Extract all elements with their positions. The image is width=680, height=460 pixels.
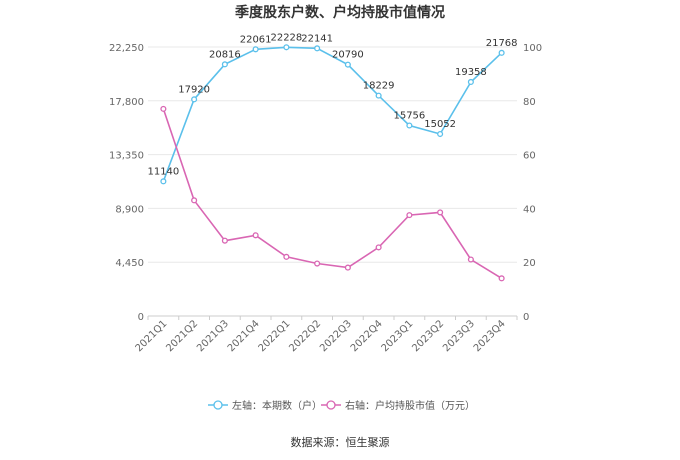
- data-point: [283, 253, 290, 260]
- data-label: 19358: [455, 67, 487, 78]
- data-label: 22228: [270, 32, 302, 43]
- data-label: 22141: [301, 33, 333, 44]
- left-tick-label: 4,450: [115, 258, 144, 269]
- chart-title: 季度股东户数、户均持股市值情况: [234, 4, 445, 21]
- series-line-2: [162, 108, 503, 279]
- x-tick-label: 2022Q2: [287, 318, 323, 354]
- data-label: 20790: [332, 50, 364, 61]
- data-point: [252, 46, 259, 53]
- data-label: 15756: [393, 111, 425, 122]
- right-tick-label: 20: [523, 258, 536, 269]
- data-point: [314, 260, 321, 267]
- data-point: [160, 178, 167, 185]
- data-label: 11140: [147, 166, 179, 177]
- data-point: [498, 275, 505, 282]
- data-point: [221, 61, 228, 68]
- data-label: 21768: [486, 38, 518, 49]
- right-tick-label: 60: [523, 151, 536, 162]
- legend-label: 右轴：户均持股市值（万元）: [345, 399, 475, 412]
- right-tick-label: 40: [523, 204, 536, 215]
- data-point: [252, 232, 259, 239]
- x-tick-label: 2021Q4: [226, 318, 262, 354]
- series-line-1: [162, 46, 503, 182]
- data-point: [437, 130, 444, 138]
- data-point: [406, 122, 413, 129]
- data-point: [344, 61, 351, 68]
- legend[interactable]: 左轴：本期数（户） 右轴：户均持股市值（万元）: [208, 399, 475, 412]
- x-tick-label: 2021Q1: [134, 318, 170, 354]
- data-point: [283, 44, 290, 51]
- legend-swatch-marker: [213, 400, 223, 410]
- data-label: 15052: [424, 119, 456, 130]
- legend-item-1[interactable]: 左轴：本期数（户）: [208, 399, 322, 412]
- x-axis: 2021Q12021Q22021Q32021Q42022Q12022Q22022…: [134, 316, 518, 354]
- data-label: 18229: [363, 81, 395, 92]
- left-axis: 0 4,450 8,900 13,350 17,800 22,250: [109, 43, 144, 323]
- left-tick-label: 0: [138, 312, 144, 323]
- x-tick-label: 2023Q2: [410, 318, 446, 354]
- legend-label: 左轴：本期数（户）: [232, 399, 322, 412]
- x-tick-label: 2022Q4: [349, 318, 385, 354]
- right-tick-label: 100: [523, 43, 542, 54]
- data-point: [375, 244, 382, 251]
- data-label: 17920: [178, 84, 210, 95]
- left-tick-label: 22,250: [109, 43, 144, 54]
- x-tick-label: 2021Q3: [195, 318, 231, 354]
- data-point: [498, 49, 505, 56]
- x-tick-label: 2022Q1: [257, 318, 293, 354]
- data-point: [375, 92, 382, 99]
- left-tick-label: 17,800: [109, 97, 144, 108]
- left-tick-label: 8,900: [115, 204, 144, 215]
- data-point: [467, 256, 474, 263]
- data-point: [314, 45, 321, 52]
- x-tick-label: 2022Q3: [318, 318, 354, 354]
- data-point: [406, 212, 413, 219]
- data-point: [160, 105, 167, 112]
- right-axis: 0 20 40 60 80 100: [523, 43, 542, 323]
- legend-item-2[interactable]: 右轴：户均持股市值（万元）: [321, 399, 475, 412]
- x-tick-label: 2023Q1: [380, 318, 416, 354]
- x-tick-label: 2023Q4: [472, 318, 508, 354]
- legend-swatch-marker: [326, 400, 336, 410]
- x-tick-label: 2021Q2: [164, 318, 200, 354]
- data-point: [191, 96, 198, 103]
- data-point: [344, 264, 351, 271]
- data-point: [221, 237, 228, 244]
- right-tick-label: 0: [523, 312, 529, 323]
- data-label: 22061: [240, 34, 272, 45]
- data-label: 20816: [209, 49, 241, 60]
- left-tick-label: 13,350: [109, 151, 144, 162]
- data-point: [467, 78, 474, 86]
- right-tick-label: 80: [523, 97, 536, 108]
- data-point: [437, 209, 444, 216]
- data-point: [191, 197, 198, 204]
- source-note: 数据来源：恒生聚源: [291, 435, 390, 449]
- x-tick-label: 2023Q3: [441, 318, 477, 354]
